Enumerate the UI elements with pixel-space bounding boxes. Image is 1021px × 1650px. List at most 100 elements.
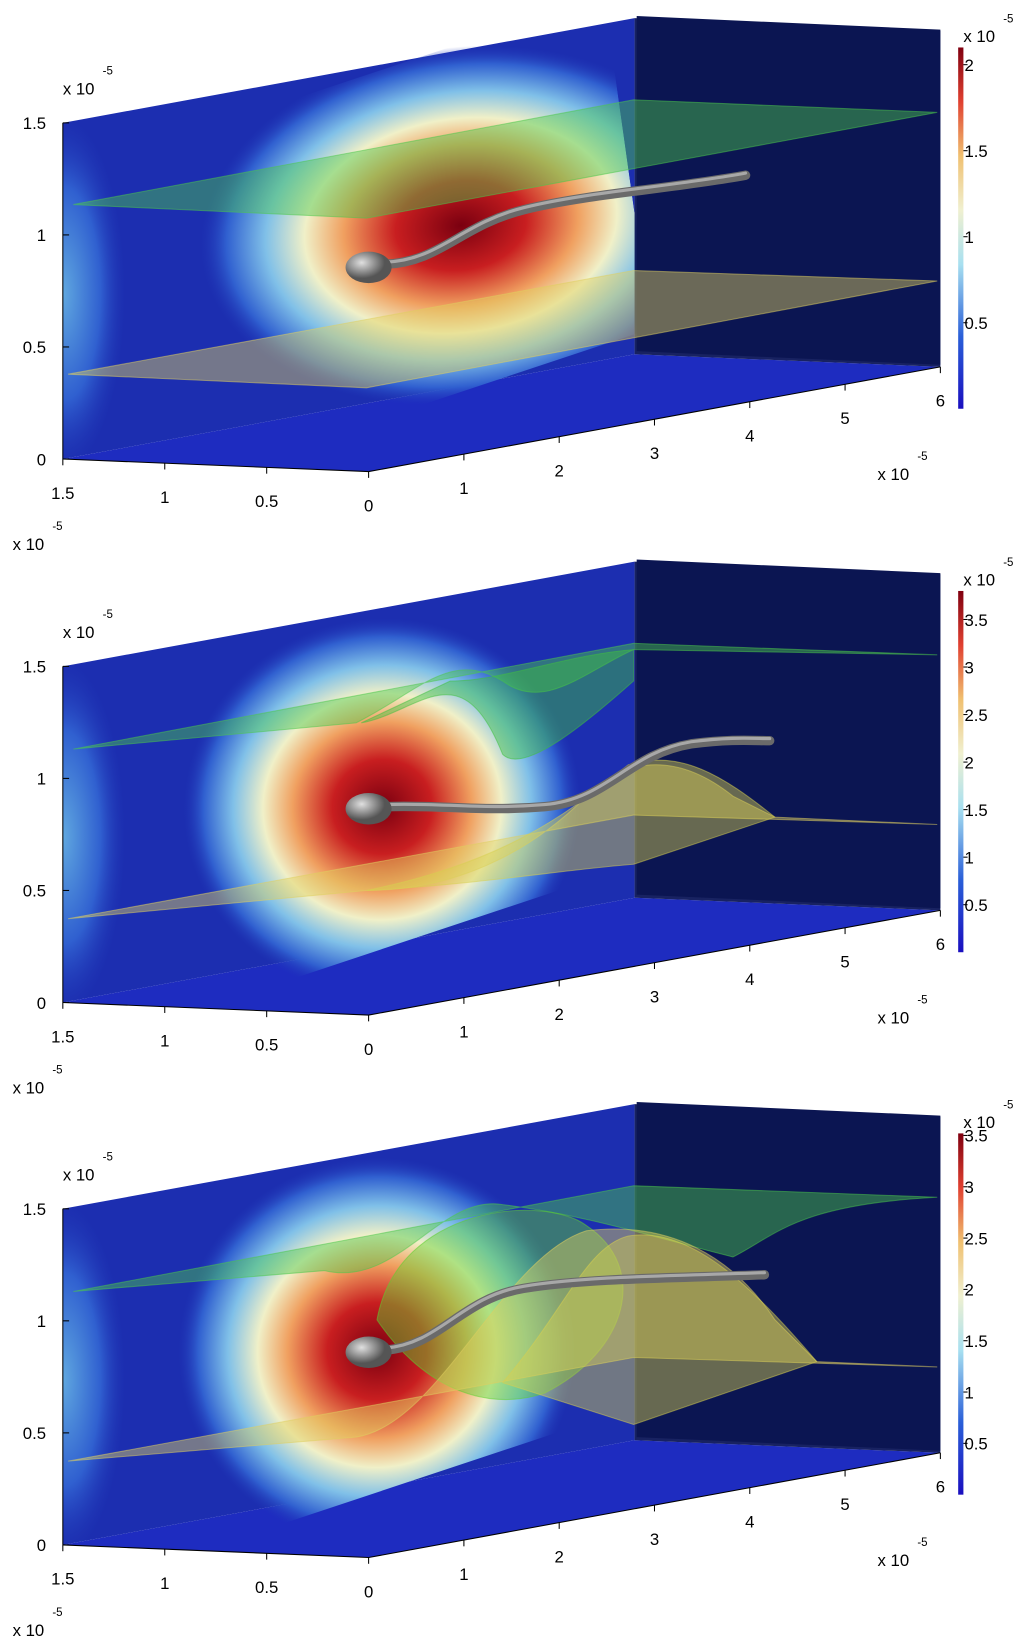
colorbar-tick-label: 1.5 [964,1332,987,1351]
y-tick-label: 0.5 [255,1036,278,1055]
x-tick-label: 4 [745,427,754,446]
y-tick-label: 1.5 [51,1570,74,1589]
heat-left [62,659,126,1003]
scale-base: x 10 [13,535,45,554]
x-tick-label: 5 [840,953,849,972]
flagellum [380,170,751,269]
panel: 0 0.5 1 1.5 1.5 1 0.5 0 1 2 3 4 5 6 x 10 -5 x 10 -5 x 10 -5… [13,13,1014,554]
colorbar-tick-label: 1 [964,1383,973,1402]
y-tick-label: 1 [160,488,169,507]
y-tick-label: 0.5 [255,1578,278,1597]
scale-exponent: -5 [917,995,927,1007]
y-tick-label: 0 [364,1582,373,1601]
flow-sheet [361,649,635,760]
scale-exponent: -5 [917,451,927,463]
x-tick-label: 2 [555,1005,564,1024]
y-tick-label: 1.5 [51,484,74,503]
z-tick-label: 1 [37,770,46,789]
scale-exponent: -5 [917,1537,927,1549]
y-tick-label: 0 [364,1040,373,1059]
z-tick-label: 1.5 [23,114,46,133]
colorbar-tick-label: 2 [964,1281,973,1300]
colorbar [958,1133,964,1495]
scale-exponent: -5 [52,1065,62,1077]
scale-base: x 10 [63,623,95,642]
panel: 0 0.5 1 1.5 1.5 1 0.5 0 1 2 3 4 5 6 x 10 -5 x 10 -5 x 10 -5… [13,557,1014,1098]
x-tick-label: 2 [555,1547,564,1566]
z-tick-label: 1 [37,1312,46,1331]
flow-sheet [73,1185,938,1293]
x-tick-label: 3 [650,987,659,1006]
floor [62,1440,941,1558]
colorbar-tick-label: 2 [964,753,973,772]
colorbar-tick-label: 1 [964,228,973,247]
z-tick-label: 0 [37,450,46,469]
sperm-head [345,1336,392,1368]
scale-base: x 10 [878,465,910,484]
colorbar-tick-label: 1.5 [964,142,987,161]
colorbar-tick-label: 0.5 [964,1435,987,1454]
x-tick-label: 6 [936,1478,945,1497]
axis-line [62,1544,369,1559]
heat-left [62,115,126,460]
heat-field [200,45,666,406]
scale-base: x 10 [63,1166,95,1185]
colorbar-tick-label: 2.5 [964,706,987,725]
scale-exponent: -5 [1003,13,1013,25]
colorbar-tick-label: 1 [964,848,973,867]
flagellum-hl [383,1271,767,1350]
y-tick-label: 1 [160,1574,169,1593]
flagellum-hl [383,171,748,264]
colorbar-tick-label: 2 [964,56,973,75]
x-tick-label: 4 [745,1512,754,1531]
floor [62,897,941,1016]
y-tick-label: 0 [364,496,373,515]
z-tick-label: 0.5 [23,1424,46,1443]
scale-exponent: -5 [1003,557,1013,569]
scale-base: x 10 [13,1079,45,1098]
axis-line [62,1001,369,1016]
scale-exponent: -5 [103,609,113,621]
flow-sheet [366,759,776,891]
x-tick-label: 6 [936,935,945,954]
x-tick-label: 4 [745,970,754,989]
x-tick-label: 1 [459,1022,468,1041]
scale-exponent: -5 [103,1152,113,1164]
scale-base: x 10 [878,1551,910,1570]
x-tick-label: 1 [459,479,468,498]
floor [62,354,941,472]
sperm-head [345,251,392,284]
colorbar-tick-label: 3 [964,658,973,677]
scale-base: x 10 [963,1113,995,1132]
x-tick-label: 6 [936,392,945,411]
z-tick-label: 0 [37,1536,46,1555]
flagellum-hl [383,736,772,809]
x-tick-label: 5 [840,409,849,428]
heat-left [62,1201,126,1545]
flow-sheet [73,642,938,750]
z-tick-label: 0 [37,994,46,1013]
colorbar-tick-label: 3.5 [964,1127,987,1146]
flow-sheet [376,1209,624,1401]
y-tick-label: 1.5 [51,1027,74,1046]
z-tick-label: 1.5 [23,658,46,677]
scale-exponent: -5 [52,521,62,533]
panel: 0 0.5 1 1.5 1.5 1 0.5 0 1 2 3 4 5 6 x 10 -5 x 10 -5 x 10 -5… [13,1099,1014,1640]
z-tick-label: 0.5 [23,882,46,901]
scale-exponent: -5 [103,66,113,78]
right-panel [636,559,941,909]
axis-line [62,458,369,473]
x-tick-label: 3 [650,1530,659,1549]
z-tick-label: 1.5 [23,1200,46,1219]
colorbar-tick-label: 0.5 [964,896,987,915]
colorbar-tick-label: 1.5 [964,801,987,820]
scale-base: x 10 [963,27,995,46]
scale-base: x 10 [878,1008,910,1027]
colorbar [958,590,964,953]
flow-sheet [67,269,938,389]
flagellum [380,1270,770,1355]
flow-sheet [67,1228,938,1462]
x-tick-label: 1 [459,1565,468,1584]
